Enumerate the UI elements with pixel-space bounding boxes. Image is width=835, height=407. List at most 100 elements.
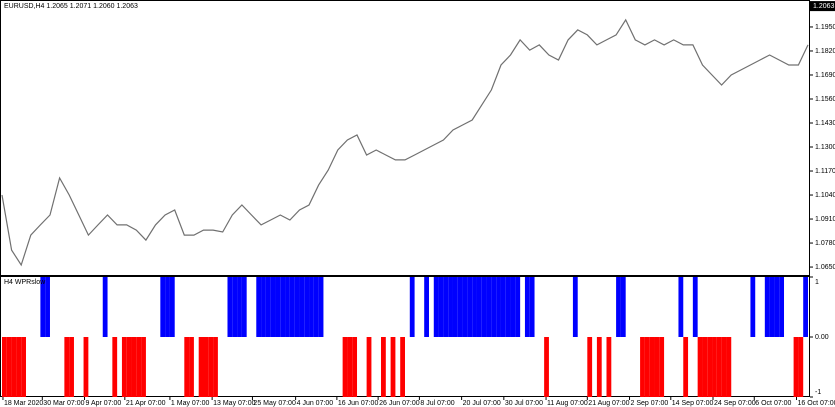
signal-bar <box>779 277 785 337</box>
signal-bar <box>803 277 808 337</box>
x-tick-label: 30 Jul 07:00 <box>505 400 543 407</box>
x-tick-label: 26 Jun 07:00 <box>379 400 420 407</box>
signal-bar <box>390 337 396 397</box>
y-tick-label: 1 <box>815 279 819 286</box>
y-tick-label: 0.00 <box>815 334 829 341</box>
signal-bar <box>112 337 118 397</box>
signal-bar <box>721 337 727 397</box>
signal-bar <box>213 337 218 397</box>
signal-bar <box>6 337 12 397</box>
x-tick-label: 2 Sep 07:00 <box>631 400 669 407</box>
x-tick-label: 16 Oct 07:00 <box>797 400 835 407</box>
x-tick-label: 20 Jul 07:00 <box>463 400 501 407</box>
current-price-box <box>810 1 835 12</box>
signal-bar <box>750 277 756 337</box>
y-tick-label: 1.1690 <box>815 72 835 79</box>
signal-bar <box>649 337 655 397</box>
main-panel-frame <box>0 0 810 276</box>
y-tick-label: 1.0780 <box>815 240 835 247</box>
signal-bar <box>208 337 214 397</box>
signal-bar <box>198 337 204 397</box>
signal-bar <box>126 337 132 397</box>
signal-bar <box>616 277 621 337</box>
signal-bar <box>798 337 804 397</box>
y-tick-label: 1.1430 <box>815 120 835 127</box>
signal-bar <box>505 277 511 337</box>
signal-bar <box>620 277 626 337</box>
signal-bar <box>692 277 698 337</box>
signal-bar <box>572 277 578 337</box>
signal-bar <box>443 277 449 337</box>
x-tick-label: 13 May 07:00 <box>213 400 256 407</box>
signal-bar <box>596 337 602 397</box>
signal-bar <box>169 277 175 337</box>
price-line <box>1 18 809 267</box>
x-tick-label: 30 Mar 07:00 <box>43 400 84 407</box>
signal-bar <box>774 277 780 337</box>
signal-bar <box>524 277 530 337</box>
signal-bar <box>606 337 612 397</box>
indicator-title: H4 WPRslow <box>4 279 46 286</box>
signal-bar <box>184 337 190 397</box>
signal-bar <box>45 277 50 337</box>
y-tick-label: 1.1560 <box>815 96 835 103</box>
signal-bar <box>304 277 310 337</box>
signal-bar <box>409 277 415 337</box>
y-tick-label: 1.0650 <box>815 264 835 271</box>
signal-bar <box>299 277 305 337</box>
current-price-label: 1.2063 <box>813 3 835 10</box>
x-tick-label: 24 Sep 07:00 <box>714 400 756 407</box>
signal-bar <box>476 277 482 337</box>
x-tick-label: 9 Apr 07:00 <box>86 400 122 407</box>
signal-bar <box>707 337 713 397</box>
x-tick-label: 25 May 07:00 <box>253 400 296 407</box>
signal-bar <box>438 277 444 337</box>
signal-bar <box>347 337 353 397</box>
signal-bar <box>433 277 439 337</box>
signal-bar <box>131 337 137 397</box>
signal-bar <box>726 337 732 397</box>
signal-bar <box>486 277 492 337</box>
signal-bar <box>448 277 453 337</box>
signal-bar <box>510 277 516 337</box>
signal-bar <box>366 337 372 397</box>
signal-bar <box>712 337 717 397</box>
signal-bar <box>462 277 468 337</box>
x-tick-label: 18 Mar 2020 <box>4 400 43 407</box>
y-tick-label: 1.1040 <box>815 192 835 199</box>
y-tick-label: 1.0910 <box>815 216 835 223</box>
x-tick-label: 21 Aug 07:00 <box>588 400 629 407</box>
signal-bar <box>481 277 487 337</box>
x-tick-label: 11 Aug 07:00 <box>547 400 588 407</box>
signal-bar <box>529 277 535 337</box>
signal-bar <box>544 337 549 397</box>
signal-bar <box>659 337 665 397</box>
signal-bar <box>275 277 281 337</box>
signal-bar <box>256 277 262 337</box>
signal-bar <box>424 277 429 337</box>
signal-bar <box>189 337 194 397</box>
signal-bar <box>289 277 295 337</box>
signal-bar <box>313 277 319 337</box>
x-tick-label: 14 Sep 07:00 <box>672 400 714 407</box>
signal-bar <box>342 337 348 397</box>
y-tick-label: 1.1820 <box>815 48 835 55</box>
signal-bar <box>203 337 209 397</box>
signal-bar <box>241 277 247 337</box>
signal-bar <box>640 337 645 397</box>
signal-bar <box>69 337 74 397</box>
signal-bar <box>136 337 142 397</box>
signal-bar <box>280 277 286 337</box>
signal-bar <box>352 337 358 397</box>
signal-bar <box>2 337 7 397</box>
signal-bar <box>102 277 108 337</box>
y-tick-label: -1 <box>815 389 821 396</box>
signal-bar <box>141 337 146 397</box>
signal-bar <box>587 337 593 397</box>
signal-bar <box>683 337 689 397</box>
signal-bar <box>261 277 266 337</box>
x-tick-label: 21 Apr 07:00 <box>126 400 166 407</box>
signal-bar <box>83 337 89 397</box>
signal-bar <box>318 277 324 337</box>
